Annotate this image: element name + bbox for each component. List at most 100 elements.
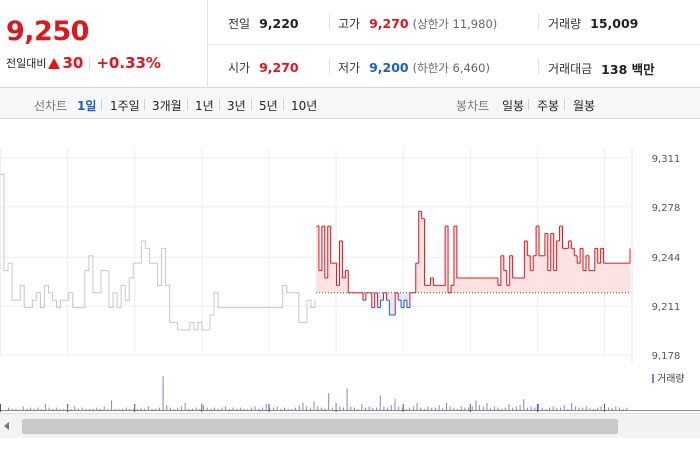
volume-bar	[166, 405, 168, 410]
period-1d-tab[interactable]: 1일	[77, 99, 97, 113]
chart-scrollbar[interactable]	[0, 413, 700, 438]
volume-bar	[578, 407, 580, 410]
period-3m-tab[interactable]: 3개월	[152, 99, 182, 113]
down-area-fill	[371, 292, 375, 308]
up-area-fill	[512, 277, 516, 293]
volume-bar	[136, 408, 138, 410]
volume-bar	[261, 407, 263, 410]
volume-bar	[140, 407, 142, 410]
volume-bar	[453, 407, 455, 410]
volume-bar	[383, 406, 385, 410]
down-area-fill	[380, 292, 384, 301]
divider	[329, 14, 330, 30]
up-area-fill	[492, 277, 496, 293]
up-area-fill	[330, 263, 334, 293]
scroll-thumb[interactable]	[22, 419, 618, 434]
up-area-fill	[577, 263, 581, 293]
volume-bar	[313, 401, 315, 410]
period-1w-tab[interactable]: 1주일	[110, 99, 140, 113]
volume-bar	[457, 408, 459, 410]
divider	[329, 58, 330, 74]
high-value: 9,270	[369, 16, 409, 31]
volume-bar	[493, 406, 495, 410]
volume-bar	[490, 407, 492, 410]
volume-bar	[188, 408, 190, 410]
volume-bar	[423, 408, 425, 410]
volume-bar	[604, 408, 606, 410]
up-area-fill	[536, 226, 540, 293]
up-area-fill	[489, 277, 493, 293]
divider	[538, 58, 539, 74]
up-area-fill	[418, 211, 422, 293]
volume-bar	[618, 407, 620, 410]
open-stat: 시가 9,270	[228, 59, 299, 76]
volume-bar	[177, 407, 179, 410]
volume-bar	[412, 406, 414, 410]
high-label: 고가	[338, 17, 361, 31]
volume-bar	[365, 407, 367, 410]
period-3y-tab[interactable]: 3년	[227, 99, 246, 113]
candle-weekly-tab[interactable]: 주봉	[537, 99, 560, 113]
up-area-fill	[562, 248, 566, 293]
up-area-fill	[480, 277, 484, 293]
volume-bar	[59, 408, 61, 410]
low-label: 저가	[338, 61, 361, 75]
volume-bar	[284, 407, 286, 410]
open-label: 시가	[228, 61, 251, 75]
volume-bar	[26, 408, 28, 410]
divider	[219, 99, 220, 110]
stats-row-divider	[209, 44, 700, 45]
up-area-fill	[324, 277, 329, 293]
volume-bar	[203, 405, 205, 410]
volume-bar	[15, 408, 17, 410]
up-area-fill	[603, 263, 607, 293]
candle-daily-tab[interactable]: 일봉	[502, 99, 525, 113]
volume-bar	[111, 400, 113, 410]
up-area-fill	[427, 285, 431, 293]
volume-bar	[114, 408, 116, 410]
volume-bar	[236, 408, 238, 410]
volume-bar	[556, 407, 558, 410]
volume-bar	[155, 408, 157, 410]
up-area-fill	[621, 263, 625, 293]
down-area-fill	[389, 292, 393, 316]
period-5y-tab[interactable]: 5년	[259, 99, 278, 113]
up-area-fill	[527, 255, 531, 293]
change-row: 전일대비 30 +0.33%	[6, 54, 161, 72]
change-label: 전일대비	[6, 57, 47, 70]
volume-stat: 거래량 15,009	[548, 15, 638, 32]
volume-bar	[258, 408, 260, 410]
scroll-left-icon[interactable]	[4, 422, 9, 430]
volume-bar	[107, 408, 109, 410]
volume-bar	[192, 408, 194, 410]
volume-bar	[530, 406, 532, 410]
current-price: 9,250	[6, 16, 89, 47]
up-area-fill	[618, 263, 622, 293]
volume-bar	[372, 407, 374, 410]
volume-bar	[77, 408, 79, 410]
volume-bar	[508, 404, 510, 410]
volume-bar	[361, 404, 363, 410]
down-area-fill	[401, 292, 405, 308]
volume-bar	[582, 407, 584, 410]
volume-bar	[37, 407, 39, 410]
volume-bar	[534, 407, 536, 410]
volume-value: 15,009	[590, 16, 639, 31]
period-1y-tab[interactable]: 1년	[195, 99, 214, 113]
up-area-fill	[565, 248, 569, 293]
volume-bar	[214, 407, 216, 410]
volume-bar	[70, 408, 72, 410]
volume-bar	[357, 408, 359, 410]
up-area-fill	[553, 270, 557, 293]
volume-bar	[445, 402, 447, 410]
volume-bar	[228, 408, 230, 410]
candle-monthly-tab[interactable]: 월봉	[573, 99, 596, 113]
volume-bar	[350, 406, 352, 410]
volume-bar	[81, 407, 83, 410]
volume-bar	[626, 407, 628, 410]
volume-bar	[8, 407, 9, 410]
volume-bar	[199, 408, 201, 410]
period-10y-tab[interactable]: 10년	[291, 99, 318, 113]
up-area-fill	[518, 277, 522, 293]
intraday-price-chart[interactable]: 9,311 9,278 9,244 9,211 9,178	[0, 120, 700, 366]
